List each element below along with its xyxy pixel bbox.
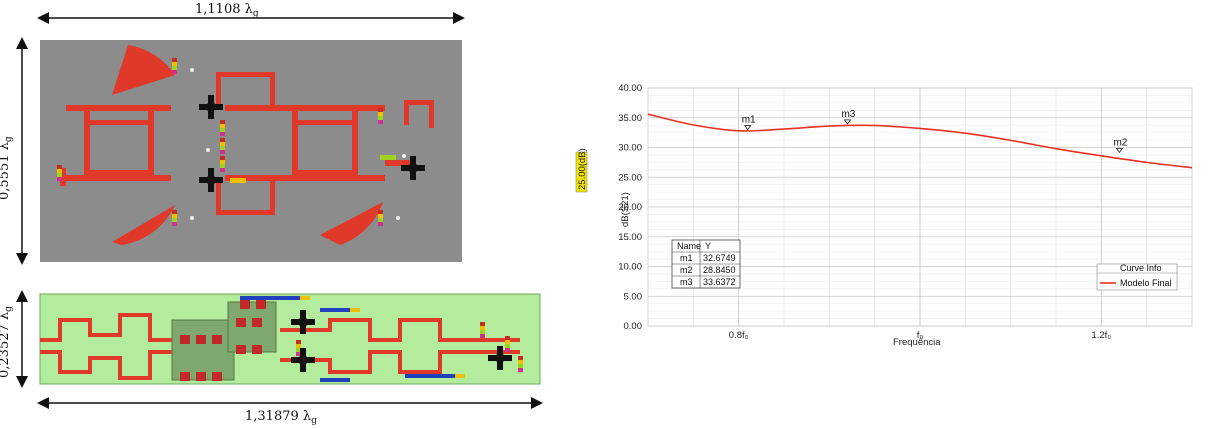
legend-entry: Modelo Final: [1120, 278, 1172, 288]
table-row-value: 33.6372: [703, 277, 736, 287]
y-tick-label: 10.00: [618, 262, 642, 273]
chart-markers: m1 m3 m2: [742, 109, 1128, 154]
chart-legend: Curve Info Modelo Final: [1096, 263, 1178, 291]
bottom-layout: 0,23527 λg 1,31879 λg: [0, 290, 543, 426]
y-tick-label: 40.00: [618, 83, 642, 94]
top-height-label: 0,5551 λg: [0, 136, 14, 200]
y-tick-labels: 40.00 35.00 30.00 25.00 20.00 15.00 10.00 5.00 0…: [618, 83, 642, 332]
series-line: [647, 113, 1193, 169]
y-tick-label: 30.00: [618, 143, 642, 154]
marker-label: m3: [841, 109, 855, 120]
y-tick-label: 15.00: [618, 232, 642, 243]
bottom-width-label: 1,31879 λg: [245, 409, 317, 426]
chart-grid: [647, 87, 1193, 327]
marker-label: m2: [1113, 137, 1127, 148]
y-side-tag: 25.00(dB): [577, 148, 588, 190]
table-row-name: m3: [680, 277, 693, 287]
x-tick-label: 0.8f₀: [729, 330, 749, 341]
y-tick-label: 5.00: [624, 291, 643, 302]
y-tick-label: 20.00: [618, 202, 642, 213]
table-row-value: 32.6749: [703, 253, 736, 263]
table-row-name: m1: [680, 253, 693, 263]
bottom-height-label: 0,23527 λg: [0, 306, 14, 378]
table-row-value: 28.8450: [703, 265, 736, 275]
y-axis-label: dB(S21): [620, 192, 631, 227]
table-header-y: Y: [705, 241, 711, 251]
y-tick-label: 25.00: [618, 172, 642, 183]
marker-glyph: [1115, 147, 1124, 154]
y-tick-label: 35.00: [618, 113, 642, 124]
x-tick-labels: 0.8f₀ f₀ 1.2f₀: [729, 330, 1112, 341]
marker-glyph: [843, 119, 852, 125]
top-width-label: 1,1108 λg: [195, 2, 259, 19]
marker-label: m1: [742, 115, 756, 126]
legend-title: Curve Info: [1120, 263, 1162, 273]
s21-chart: 40.00 35.00 30.00 25.00 20.00 15.00 10.00 5.00 0…: [575, 83, 1193, 348]
chart-series: [647, 113, 1193, 169]
marker-glyph: [743, 125, 752, 131]
x-axis-label: Frequência: [893, 337, 941, 348]
table-header-name: Name: [677, 241, 701, 251]
x-tick-label: 1.2f₀: [1091, 330, 1111, 341]
marker-table: Name Y m1 32.6749 m2 28.8450 m3 33.6372: [671, 239, 741, 289]
x-tick-label: f₀: [917, 330, 924, 341]
top-layout: 1,1108 λg 0,5551 λg: [0, 2, 465, 265]
y-tick-label: 0.00: [624, 321, 643, 332]
table-row-name: m2: [680, 265, 693, 275]
